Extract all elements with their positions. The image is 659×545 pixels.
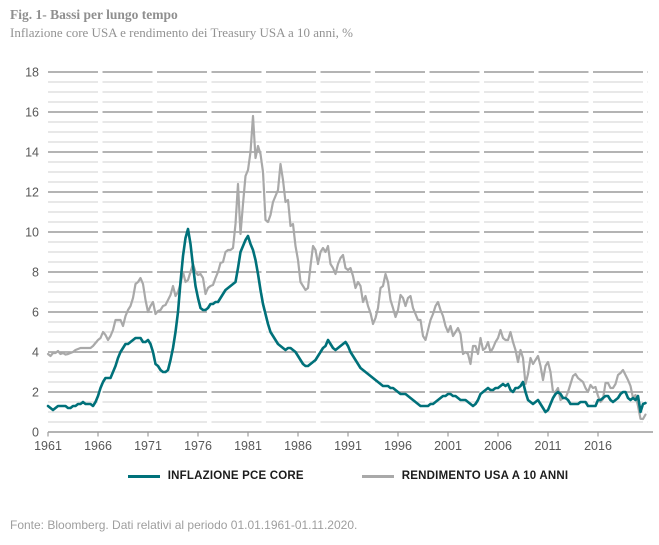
y-axis-label: 4 [32, 346, 39, 360]
x-axis: 1961 1966 1971 1976 1981 1986 1991 1996 2001 2006… [34, 431, 653, 453]
legend-item-treasury-10y: RENDIMENTO USA A 10 ANNI [361, 470, 569, 482]
y-axis-label: 8 [32, 266, 39, 280]
chart-legend: INFLAZIONE PCE CORE RENDIMENTO USA A 10 … [48, 470, 648, 482]
source-note: Fonte: Bloomberg. Dati relativi al perio… [10, 518, 358, 532]
y-axis-label: 6 [32, 306, 39, 320]
series-line-pce-core [46, 227, 647, 414]
x-axis-label: 1981 [234, 439, 262, 453]
legend-swatch-pce-core [127, 474, 160, 478]
x-axis-label: 1976 [184, 439, 212, 453]
legend-label-pce-core: INFLAZIONE PCE CORE [167, 470, 304, 482]
legend-label-treasury-10y: RENDIMENTO USA A 10 ANNI [401, 470, 569, 482]
figure-subtitle: Inflazione core USA e rendimento dei Tre… [10, 25, 353, 40]
gridlines [48, 71, 648, 423]
y-axis-label: 12 [25, 186, 39, 200]
y-axis-label: 0 [32, 426, 39, 440]
x-axis-label: 2011 [535, 439, 562, 453]
y-axis-label: 16 [25, 106, 39, 120]
x-axis-label: 1991 [334, 439, 362, 453]
x-axis-label: 1966 [84, 439, 112, 453]
series-line-treasury-10y [46, 114, 647, 421]
y-axis-labels: 0 2 4 6 8 10 12 14 16 18 [25, 66, 39, 440]
figure-title: Fig. 1- Bassi per lungo tempo [10, 7, 178, 22]
x-axis-label: 1996 [384, 439, 412, 453]
x-axis-label: 1986 [284, 439, 312, 453]
x-axis-label: 1961 [34, 439, 62, 453]
line-chart: 1961 1966 1971 1976 1981 1986 1991 1996 2001 2006… [25, 66, 653, 453]
y-axis-label: 10 [25, 226, 39, 240]
legend-swatch-treasury-10y [361, 474, 394, 478]
y-axis-label: 2 [32, 386, 39, 400]
y-axis-label: 18 [25, 66, 39, 80]
y-axis-label: 14 [25, 146, 39, 160]
x-axis-label: 2016 [584, 439, 612, 453]
figure-header: Fig. 1- Bassi per lungo tempo Inflazione… [10, 6, 353, 42]
x-axis-label: 1971 [134, 439, 162, 453]
x-axis-label: 2006 [484, 439, 512, 453]
legend-item-pce-core: INFLAZIONE PCE CORE [127, 470, 304, 482]
x-axis-label: 2001 [434, 439, 462, 453]
